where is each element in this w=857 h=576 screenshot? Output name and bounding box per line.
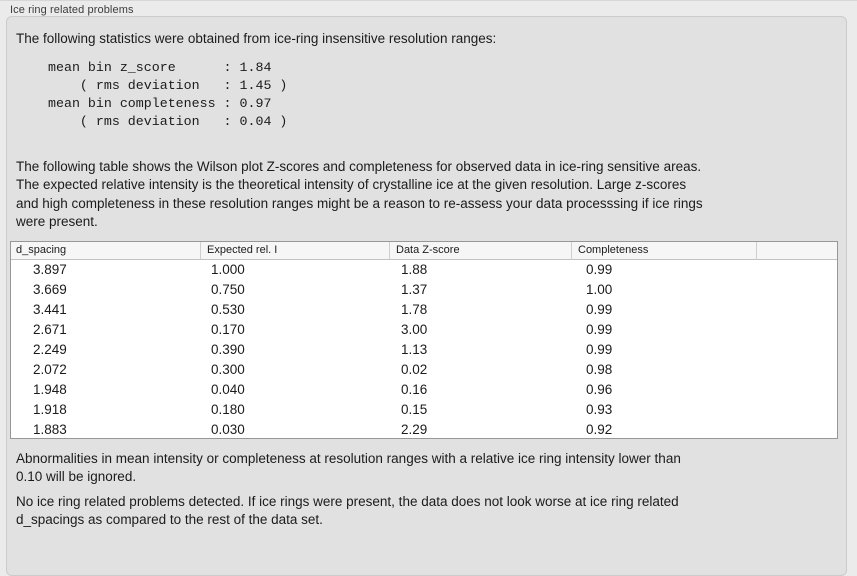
table-cell: 1.78 xyxy=(401,302,428,317)
table-cell xyxy=(757,280,837,300)
table-cell: 1.13 xyxy=(401,342,428,357)
text-line: The expected relative intensity is the t… xyxy=(16,177,687,193)
group-box-title: Ice ring related problems xyxy=(10,4,134,16)
column-header-data-z-score[interactable]: Data Z-score xyxy=(390,242,572,259)
table-cell: 0.300 xyxy=(211,362,245,377)
column-header-expected-rel-i[interactable]: Expected rel. I xyxy=(201,242,390,259)
column-header-empty[interactable] xyxy=(757,242,837,259)
table-row[interactable]: 3.669 0.750 1.37 1.00 xyxy=(11,280,837,300)
table-cell: 2.072 xyxy=(33,362,67,377)
table-cell xyxy=(757,420,837,438)
text-line: ( rms deviation : 0.04 ) xyxy=(48,114,288,129)
text-line: Abnormalities in mean intensity or compl… xyxy=(16,451,681,466)
ice-ring-panel: The following statistics were obtained f… xyxy=(6,16,847,576)
ignore-note: Abnormalities in mean intensity or compl… xyxy=(16,450,681,487)
table-cell: 2.671 xyxy=(33,322,67,337)
table-cell: 0.99 xyxy=(586,342,613,357)
table-cell: 1.918 xyxy=(33,402,67,417)
text-line: d_spacings as compared to the rest of th… xyxy=(16,512,323,528)
table-cell: 0.390 xyxy=(211,342,245,357)
table-header: d_spacing Expected rel. I Data Z-score Comp… xyxy=(11,242,837,260)
table-cell xyxy=(757,320,837,340)
ice-ring-table: d_spacing Expected rel. I Data Z-score Comp… xyxy=(10,241,838,439)
table-row[interactable]: 1.948 0.040 0.16 0.96 xyxy=(11,380,837,400)
table-cell xyxy=(757,300,837,320)
text-line: 0.10 will be ignored. xyxy=(16,469,137,485)
table-cell: 0.99 xyxy=(586,322,613,337)
table-cell: 2.29 xyxy=(401,422,428,437)
table-cell: 0.99 xyxy=(586,302,613,317)
table-cell: 0.030 xyxy=(211,422,245,437)
table-cell: 3.00 xyxy=(401,322,428,337)
table-cell: 0.99 xyxy=(586,262,613,277)
table-row[interactable]: 1.883 0.030 2.29 0.92 xyxy=(11,420,837,438)
table-row[interactable]: 3.897 1.000 1.88 0.99 xyxy=(11,260,837,280)
table-row[interactable]: 2.249 0.390 1.13 0.99 xyxy=(11,340,837,360)
table-row[interactable]: 3.441 0.530 1.78 0.99 xyxy=(11,300,837,320)
statistics-block: mean bin z_score : 1.84 ( rms deviation … xyxy=(48,59,287,131)
text-line: mean bin completeness : 0.97 xyxy=(48,96,272,111)
table-cell: 2.249 xyxy=(33,342,67,357)
intro-text: The following statistics were obtained f… xyxy=(16,31,497,46)
table-cell: 0.96 xyxy=(586,382,613,397)
table-cell: 0.16 xyxy=(401,382,428,397)
table-cell xyxy=(757,400,837,420)
table-cell: 0.92 xyxy=(586,422,613,437)
table-cell: 0.530 xyxy=(211,302,245,317)
table-cell: 0.170 xyxy=(211,322,245,337)
table-cell: 0.93 xyxy=(586,402,613,417)
table-cell xyxy=(757,340,837,360)
text-line: and high completeness in these resolutio… xyxy=(16,195,703,211)
table-cell: 1.00 xyxy=(586,282,613,297)
table-cell: 1.883 xyxy=(33,422,67,437)
table-cell xyxy=(757,380,837,400)
text-line: The following table shows the Wilson plo… xyxy=(16,159,702,174)
table-cell: 1.000 xyxy=(211,262,245,277)
table-cell: 0.15 xyxy=(401,402,428,417)
table-row[interactable]: 2.671 0.170 3.00 0.99 xyxy=(11,320,837,340)
table-row[interactable]: 2.072 0.300 0.02 0.98 xyxy=(11,360,837,380)
table-cell: 1.948 xyxy=(33,382,67,397)
text-line: No ice ring related problems detected. I… xyxy=(16,494,679,509)
table-description: The following table shows the Wilson plo… xyxy=(16,158,703,231)
table-cell xyxy=(757,260,837,280)
table-cell: 3.441 xyxy=(33,302,67,317)
column-header-completeness[interactable]: Completeness xyxy=(572,242,757,259)
table-cell: 3.897 xyxy=(33,262,67,277)
table-cell: 0.02 xyxy=(401,362,428,377)
table-body: 3.897 1.000 1.88 0.99 3.669 0.750 1.37 1.00 3.44… xyxy=(11,260,837,438)
table-cell: 0.040 xyxy=(211,382,245,397)
table-cell: 0.98 xyxy=(586,362,613,377)
table-row[interactable]: 1.918 0.180 0.15 0.93 xyxy=(11,400,837,420)
table-cell: 1.37 xyxy=(401,282,428,297)
text-line: mean bin z_score : 1.84 xyxy=(48,60,272,75)
conclusion-text: No ice ring related problems detected. I… xyxy=(16,493,679,530)
column-header-d-spacing[interactable]: d_spacing xyxy=(11,242,201,259)
table-cell: 0.750 xyxy=(211,282,245,297)
table-cell: 1.88 xyxy=(401,262,428,277)
table-cell: 0.180 xyxy=(211,402,245,417)
text-line: were present. xyxy=(16,213,98,229)
text-line: ( rms deviation : 1.45 ) xyxy=(48,78,288,93)
table-cell: 3.669 xyxy=(33,282,67,297)
table-cell xyxy=(757,360,837,380)
